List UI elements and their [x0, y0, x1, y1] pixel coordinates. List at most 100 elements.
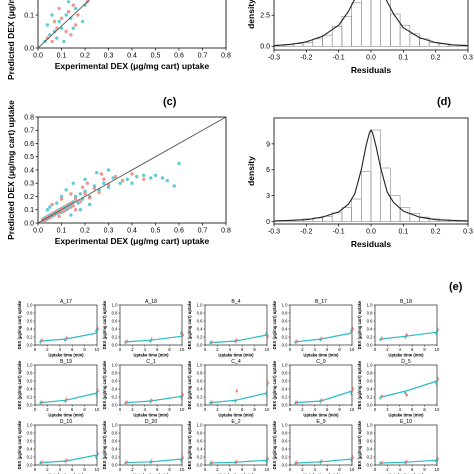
y-axis-label: DEX (μg/mg cart) uptake	[102, 300, 107, 349]
x-tick-label: 2	[216, 347, 219, 352]
y-tick-label: 0.8	[27, 431, 33, 436]
x-tick-label: 6	[411, 347, 414, 352]
y-tick-label: 0.8	[367, 431, 373, 436]
scatter-point-teal	[125, 177, 129, 181]
x-tick-label: 2	[216, 407, 219, 412]
x-axis-label: Uptake time (min)	[218, 353, 254, 358]
x-tick-label: -0.1	[333, 229, 345, 236]
y-tick-label: 0.6	[282, 319, 288, 324]
y-axis-label: DEX (μg/mg cart) uptake	[357, 420, 362, 469]
x-axis-label: Uptake time (min)	[303, 473, 339, 474]
measured-point-red	[436, 458, 439, 461]
y-tick-label: 0.6	[112, 439, 118, 444]
measured-point-teal	[350, 391, 353, 395]
x-tick-label: 0.4	[127, 53, 137, 60]
x-tick-label: 0.2	[431, 55, 441, 62]
measured-point-red	[295, 340, 299, 343]
scatter-point-red	[102, 177, 106, 181]
y-tick-label: 0.0	[197, 403, 203, 408]
prediction-line	[296, 458, 353, 464]
y-axis-label: DEX (μg/mg cart) uptake	[17, 420, 22, 469]
scatter-point-red	[97, 190, 101, 195]
scatter-point-red	[71, 3, 75, 7]
x-tick-label: 8	[338, 467, 341, 472]
prediction-line	[211, 459, 268, 464]
measured-point-red	[351, 456, 354, 459]
x-tick-label: 0.2	[431, 229, 441, 236]
x-tick-label: 10	[435, 467, 440, 472]
y-tick-label: 3	[266, 193, 270, 200]
measured-point-red	[150, 338, 153, 341]
y-tick-label: 0.6	[197, 379, 203, 384]
y-tick-label: 0.4	[27, 327, 33, 332]
density-curve	[274, 0, 468, 47]
x-tick-label: 0	[204, 407, 207, 412]
scatter-point-red	[62, 209, 66, 213]
x-tick-label: 0.1	[57, 228, 67, 235]
y-tick-label: 0.8	[112, 311, 118, 316]
y-tick-label: 0.0	[367, 463, 373, 468]
scatter-point-teal	[95, 170, 99, 175]
scatter-point-red	[69, 192, 73, 196]
scatter-point-red	[73, 23, 78, 27]
x-tick-label: 2	[386, 347, 389, 352]
x-axis-label: Residuals	[351, 239, 391, 249]
y-tick-label: 1.0	[282, 303, 288, 308]
measured-point-red	[320, 399, 323, 402]
measured-point-teal	[265, 332, 268, 335]
y-tick-label: 0.2	[27, 395, 33, 400]
subplot-frame	[119, 424, 183, 466]
y-tick-label: 0.6	[197, 319, 203, 324]
y-tick-label: 0.8	[27, 311, 33, 316]
y-tick-label: 0.8	[367, 371, 373, 376]
scatter-point-teal	[64, 13, 68, 17]
prediction-line	[126, 395, 183, 404]
prediction-line	[41, 454, 98, 464]
x-tick-label: 6	[156, 407, 159, 412]
subplot-D_10: D_10 0.0 0.2 0.4 0.6 0.8 1.0 0 2 4 6 8 10 Uptake time…	[17, 419, 100, 474]
scatter-point-red	[57, 6, 61, 11]
x-tick-label: 0.0	[366, 229, 376, 236]
y-axis-label: DEX (μg/mg cart) uptake	[357, 360, 362, 409]
scatter-point-teal	[80, 19, 85, 24]
scatter-point-teal	[78, 192, 83, 196]
y-tick-label: 0.0	[27, 463, 33, 468]
x-tick-label: 6	[326, 347, 329, 352]
subplot-B_18: B_18 0.0 0.2 0.4 0.6 0.8 1.0 0 2 4 6 8 10 Uptake time…	[357, 299, 440, 358]
measured-point-teal	[95, 392, 98, 395]
y-tick-label: 0.2	[112, 395, 118, 400]
subplot-C_9: C_9 0.0 0.2 0.4 0.6 0.8 1.0 0 2 4 6 8 10 Uptake time …	[272, 359, 355, 418]
histogram-panel-top: -0.3 -0.2 -0.1 0.0 0.1 0.2 0.3 0.0 2.5 Residuals d…	[246, 0, 473, 75]
x-tick-label: 8	[423, 347, 426, 352]
y-tick-label: 0.2	[367, 395, 373, 400]
scatter-point-teal	[45, 208, 50, 212]
subplot-E_9: E_9 0.0 0.2 0.4 0.6 0.8 1.0 0 2 4 6 8 10 Uptake time …	[272, 419, 355, 474]
y-tick-label: 0.6	[367, 439, 373, 444]
subplot-frame	[34, 424, 98, 466]
y-tick-label: 0.8	[27, 371, 33, 376]
y-tick-label: 1.0	[112, 303, 118, 308]
x-tick-label: 10	[265, 347, 270, 352]
x-tick-label: 4	[399, 347, 402, 352]
measured-point-teal	[234, 340, 237, 343]
y-tick-label: 0.2	[367, 335, 373, 340]
y-tick-label: 0.2	[282, 395, 288, 400]
x-tick-label: 0	[34, 467, 37, 472]
scatter-point-red	[64, 29, 68, 34]
x-axis-label: Experimental DEX (μg/mg cart) uptake	[55, 61, 210, 71]
scatter-panel-c: 0.0 0.1 0.2 0.3 0.4 0.5 0.6 0.7 0.8 0.0 0.1 0.2 0.3 0…	[6, 100, 231, 246]
y-tick-label: 0.8	[112, 431, 118, 436]
histogram-bar	[360, 0, 372, 47]
x-tick-label: 2	[386, 407, 389, 412]
y-tick-label: 1.0	[282, 363, 288, 368]
measured-point-teal	[435, 381, 438, 385]
x-tick-label: 0	[119, 467, 122, 472]
x-tick-label: 10	[180, 407, 185, 412]
subplot-D_5: D_5 0.0 0.2 0.4 0.6 0.8 1.0 0 2 4 6 8 10 Uptake time …	[357, 359, 440, 418]
x-tick-label: 0	[34, 407, 37, 412]
x-tick-label: -0.2	[300, 55, 312, 62]
y-axis-label: DEX (μg/mg cart) uptake	[357, 300, 362, 349]
y-tick-label: 0.2	[27, 335, 33, 340]
measured-point-red	[150, 399, 153, 402]
